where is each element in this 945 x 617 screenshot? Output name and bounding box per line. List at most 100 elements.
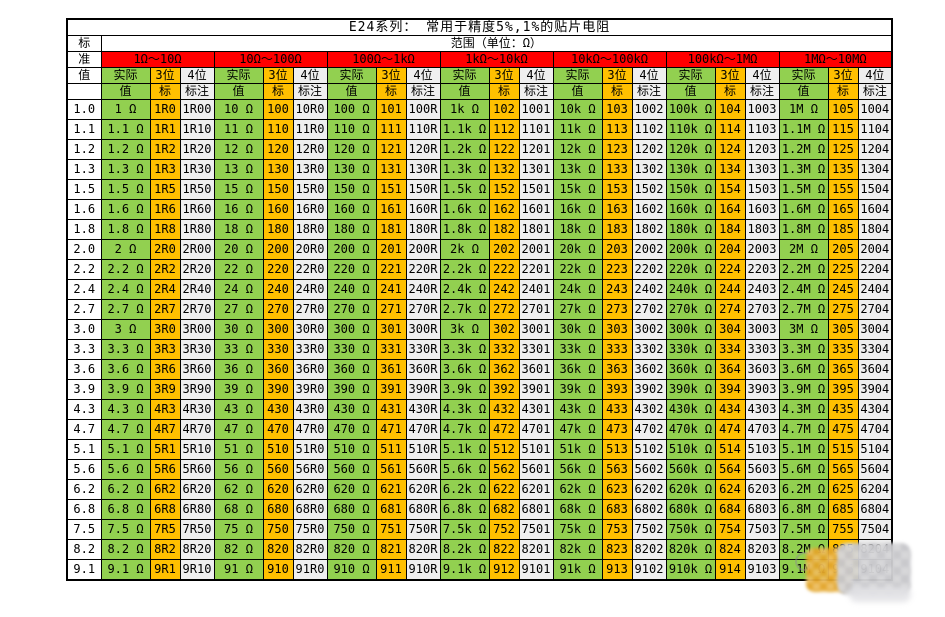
actual-value-cell: 1.2k Ω	[439, 139, 490, 160]
corner-char-1: 标	[66, 35, 102, 52]
code3-cell: 134	[714, 159, 746, 180]
code4-cell: 4704	[857, 419, 893, 440]
actual-value-cell: 560k Ω	[665, 459, 716, 480]
table-row: 1.5 1.5 Ω 1R5 1R50 15 Ω 150 15R0 150 Ω 151 150R 1.…	[66, 179, 893, 200]
actual-value-cell: 390k Ω	[665, 379, 716, 400]
code3-cell: 104	[714, 99, 746, 120]
actual-value-cell: 820k Ω	[665, 539, 716, 560]
actual-value-cell: 470 Ω	[326, 419, 377, 440]
code4-cell: 4702	[631, 419, 667, 440]
code3-cell: 475	[827, 419, 859, 440]
code3-cell: 331	[375, 339, 407, 360]
code3-cell: 5R1	[149, 439, 181, 460]
code4-cell: 6203	[744, 479, 780, 500]
code4-cell: 1301	[518, 159, 554, 180]
e24-value-cell: 1.8	[66, 219, 102, 240]
actual-value-cell: 430k Ω	[665, 399, 716, 420]
actual-value-cell: 36 Ω	[213, 359, 264, 380]
actual-value-cell: 3.6 Ω	[100, 359, 151, 380]
subheader-4digit: 4位	[405, 67, 441, 84]
range-header-7: 1MΩ～10MΩ	[778, 51, 893, 68]
table-row: 6.2 6.2 Ω 6R2 6R20 62 Ω 620 62R0 620 Ω 621 620R 6.…	[66, 479, 893, 500]
code4-cell: 9103	[744, 559, 780, 581]
code4-cell: 1501	[518, 179, 554, 200]
actual-value-cell: 51k Ω	[552, 439, 603, 460]
code3-cell: 244	[714, 279, 746, 300]
code4-cell: 4R70	[179, 419, 215, 440]
code3-cell: 511	[375, 439, 407, 460]
code3-cell: 2R7	[149, 299, 181, 320]
actual-value-cell: 75 Ω	[213, 519, 264, 540]
actual-value-cell: 5.6 Ω	[100, 459, 151, 480]
code4-cell: 1601	[518, 199, 554, 220]
actual-value-cell: 68k Ω	[552, 499, 603, 520]
code4-cell: 6204	[857, 479, 893, 500]
code4-cell: 2R40	[179, 279, 215, 300]
code3-cell: 132	[488, 159, 520, 180]
actual-value-cell: 3.3M Ω	[778, 339, 829, 360]
code4-cell: 2203	[744, 259, 780, 280]
code3-cell: 564	[714, 459, 746, 480]
actual-value-cell: 22k Ω	[552, 259, 603, 280]
actual-value-cell: 1.2M Ω	[778, 139, 829, 160]
actual-value-cell: 1.1M Ω	[778, 119, 829, 140]
code4-cell: 1R20	[179, 139, 215, 160]
code4-cell: 2202	[631, 259, 667, 280]
code3-cell: 562	[488, 459, 520, 480]
code3-cell: 200	[262, 239, 294, 260]
code4-cell: 3001	[518, 319, 554, 340]
code3-cell: 131	[375, 159, 407, 180]
code3-cell: 120	[262, 139, 294, 160]
code4-cell: 2703	[744, 299, 780, 320]
actual-value-cell: 5.1k Ω	[439, 439, 490, 460]
code3-cell: 202	[488, 239, 520, 260]
corner-char-4	[66, 83, 102, 100]
code3-cell: 433	[601, 399, 633, 420]
actual-value-cell: 39 Ω	[213, 379, 264, 400]
code4-cell: 200R	[405, 239, 441, 260]
subheader-4digit-2: 标注	[292, 83, 328, 100]
actual-value-cell: 9.1k Ω	[439, 559, 490, 581]
e24-value-cell: 2.7	[66, 299, 102, 320]
code4-cell: 6803	[744, 499, 780, 520]
actual-value-cell: 820 Ω	[326, 539, 377, 560]
code3-cell: 623	[601, 479, 633, 500]
code3-cell: 622	[488, 479, 520, 500]
actual-value-cell: 620 Ω	[326, 479, 377, 500]
code4-cell: 9104	[857, 559, 893, 581]
code4-cell: 1803	[744, 219, 780, 240]
actual-value-cell: 2.2M Ω	[778, 259, 829, 280]
code4-cell: 5103	[744, 439, 780, 460]
actual-value-cell: 330 Ω	[326, 339, 377, 360]
actual-value-cell: 7.5 Ω	[100, 519, 151, 540]
code4-cell: 4303	[744, 399, 780, 420]
code4-cell: 1R50	[179, 179, 215, 200]
actual-value-cell: 75k Ω	[552, 519, 603, 540]
code4-cell: 3904	[857, 379, 893, 400]
code4-cell: 6R80	[179, 499, 215, 520]
actual-value-cell: 47k Ω	[552, 419, 603, 440]
actual-value-cell: 6.2M Ω	[778, 479, 829, 500]
code4-cell: 1302	[631, 159, 667, 180]
actual-value-cell: 12k Ω	[552, 139, 603, 160]
code4-cell: 47R0	[292, 419, 328, 440]
code3-cell: 205	[827, 239, 859, 260]
code4-cell: 1104	[857, 119, 893, 140]
code3-cell: 151	[375, 179, 407, 200]
actual-value-cell: 100 Ω	[326, 99, 377, 120]
actual-value-cell: 2.2k Ω	[439, 259, 490, 280]
actual-value-cell: 620k Ω	[665, 479, 716, 500]
code3-cell: 8R2	[149, 539, 181, 560]
code3-cell: 753	[601, 519, 633, 540]
code4-cell: 1102	[631, 119, 667, 140]
code4-cell: 2401	[518, 279, 554, 300]
code4-cell: 510R	[405, 439, 441, 460]
code4-cell: 9101	[518, 559, 554, 581]
subheader-4digit-2: 标注	[857, 83, 893, 100]
subheader-3digit: 3位	[375, 67, 407, 84]
code4-cell: 39R0	[292, 379, 328, 400]
code4-cell: 16R0	[292, 199, 328, 220]
code3-cell: 1R1	[149, 119, 181, 140]
code3-cell: 303	[601, 319, 633, 340]
actual-value-cell: 1.6M Ω	[778, 199, 829, 220]
